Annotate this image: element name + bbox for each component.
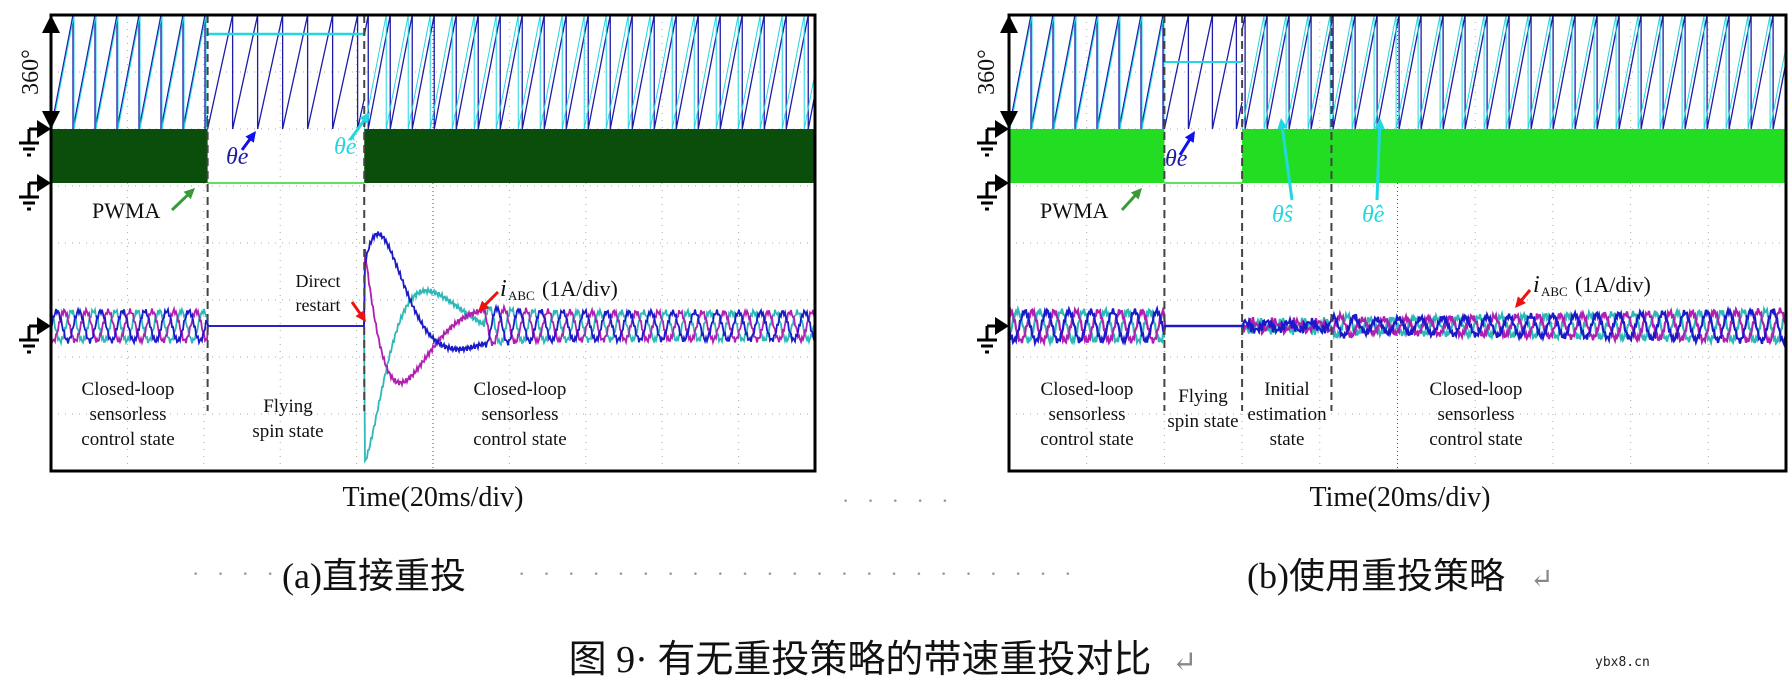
subcaption-b: (b)使用重投策略 [1247, 556, 1505, 596]
state-a1-line1: Closed-loop [82, 379, 175, 400]
annotation-arrow [170, 192, 191, 212]
state-b3-line2: estimation [1247, 404, 1327, 425]
figure-caption: 图 9· 有无重投策略的带速重投对比 [569, 639, 1152, 681]
theta-e-trace [206, 14, 365, 130]
arrow-up-icon [1000, 15, 1018, 33]
arrowhead-icon [478, 300, 490, 312]
current-label-scale: (1A/div) [542, 276, 618, 301]
middle-dots: · · · · · · · · · · · · · · · · · · · · … [518, 561, 1078, 586]
arrow-down-icon [1000, 111, 1018, 129]
phase-current-trace [1007, 304, 1787, 348]
arrowhead-icon [245, 131, 256, 143]
theta-e-trace [363, 14, 816, 130]
leading-dots: · · · · [192, 561, 280, 586]
channel-marker-icon [37, 317, 51, 335]
state-a1-line3: control state [81, 429, 174, 450]
time-axis-label-b: Time(20ms/div) [1310, 482, 1491, 513]
phase-current-trace [50, 249, 816, 389]
ground-icon [19, 324, 39, 354]
panel-b-oscilloscope [977, 13, 1788, 473]
subcaption-a: (a)直接重投 [282, 556, 466, 596]
angle-scale-label: 360° [18, 49, 44, 95]
pwm-band [364, 129, 815, 183]
arrowhead-icon [1184, 131, 1195, 143]
watermark: ybx8.cn [1595, 655, 1650, 670]
return-mark-caption: ↵ [1172, 646, 1197, 679]
plot-frame [1007, 13, 1788, 473]
arrow-down-icon [42, 111, 60, 129]
state-b3-line3: state [1270, 429, 1305, 450]
theta-hat-trace [363, 14, 816, 130]
theta-hat-e-label: θ̂e [334, 134, 357, 160]
pwma-label: PWMA [92, 198, 161, 223]
current-label-sub-b: ABC [1541, 284, 1568, 299]
ground-icon [977, 324, 997, 354]
annotation-arrow [1120, 192, 1138, 212]
channel-marker-icon [37, 120, 51, 138]
return-mark-b: ↵ [1530, 564, 1553, 595]
current-label-scale-b: (1A/div) [1575, 272, 1651, 297]
state-b2-line2: spin state [1167, 411, 1238, 432]
theta-e-trace [1163, 14, 1243, 130]
separator-dots: · · · · · [842, 488, 955, 513]
annotation-arrow [482, 290, 500, 308]
state-b2-line1: Flying [1178, 386, 1228, 407]
state-b3-line1: Initial [1264, 379, 1309, 400]
current-label-sub: ABC [508, 288, 535, 303]
plot-frame [49, 13, 817, 473]
state-b1-line3: control state [1040, 429, 1133, 450]
phase-current-trace [50, 231, 816, 355]
pwm-band [1242, 129, 1786, 183]
channel-marker-icon [995, 120, 1009, 138]
state-a3-line3: control state [473, 429, 566, 450]
state-a2-line2: spin state [252, 421, 323, 442]
panel-a-labels: 360° θe θ̂e PWMA Direct restart i ABC (1… [18, 49, 618, 513]
current-label-main: i [500, 276, 507, 302]
state-b1-line1: Closed-loop [1041, 379, 1134, 400]
state-b4-line2: sensorless [1437, 404, 1514, 425]
ground-icon [977, 127, 997, 157]
annotation-arrow [348, 117, 367, 141]
theta-hat-s-label: θ̂s [1272, 202, 1293, 228]
time-axis-label-a: Time(20ms/div) [343, 482, 524, 513]
annotation-arrow [1375, 125, 1382, 201]
ground-icon [977, 181, 997, 211]
theta-hat-trace [50, 14, 209, 130]
channel-marker-icon [995, 174, 1009, 192]
arrowhead-icon [183, 188, 195, 200]
state-a1-line2: sensorless [89, 404, 166, 425]
state-b4-line1: Closed-loop [1430, 379, 1523, 400]
panel-b-labels: 360° θe θ̂s θ̂e PWMA i ABC (1A/div) Clos… [974, 49, 1651, 513]
state-b4-line3: control state [1429, 429, 1522, 450]
state-a3-line2: sensorless [481, 404, 558, 425]
current-label-main-b: i [1533, 272, 1540, 298]
angle-scale-label-b: 360° [974, 49, 1000, 95]
direct-restart-label-1: Direct [296, 271, 341, 291]
state-a3-line1: Closed-loop [474, 379, 567, 400]
arrowhead-icon [355, 310, 366, 322]
panel-a-oscilloscope [19, 13, 817, 473]
channel-marker-icon [995, 317, 1009, 335]
pwm-band [51, 129, 208, 183]
arrow-up-icon [42, 15, 60, 33]
phase-current-trace [1007, 304, 1788, 348]
arrowhead-icon [1515, 296, 1526, 308]
arrowhead-icon [1130, 188, 1142, 200]
pwma-label-b: PWMA [1040, 198, 1109, 223]
state-b1-line2: sensorless [1048, 404, 1125, 425]
theta-hat-trace [1241, 14, 1787, 130]
annotation-arrow [1280, 125, 1294, 201]
arrowhead-icon [1374, 118, 1385, 129]
pwm-band [1009, 129, 1165, 183]
direct-restart-label-2: restart [296, 295, 341, 315]
arrowhead-icon [1277, 118, 1288, 130]
ground-icon [19, 127, 39, 157]
arrowhead-icon [359, 112, 370, 124]
state-a2-line1: Flying [263, 396, 313, 417]
channel-marker-icon [37, 174, 51, 192]
annotation-arrow [1178, 136, 1193, 156]
ground-icon [19, 181, 39, 211]
theta-hat-e-label-b: θ̂e [1362, 202, 1385, 228]
